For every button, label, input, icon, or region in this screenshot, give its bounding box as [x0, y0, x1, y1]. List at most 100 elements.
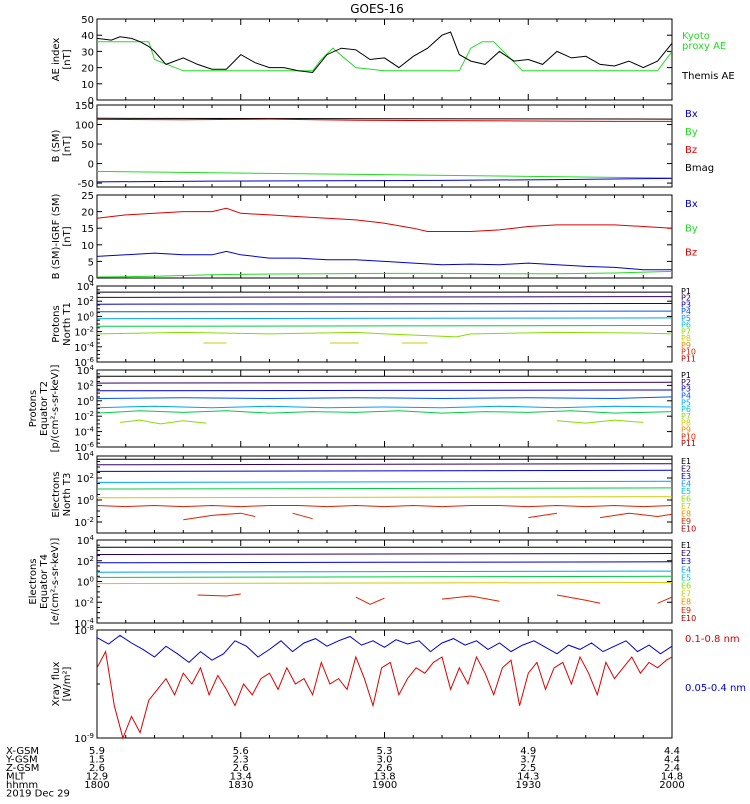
- y-axis-label: [W/m²]: [62, 666, 73, 701]
- legend-entry: P5: [681, 314, 691, 323]
- y-axis-label: [p/(cm²-s-sr-keV)]: [50, 365, 61, 453]
- y-axis-label: Protons: [51, 305, 62, 342]
- y-tick-label: 15: [81, 224, 94, 235]
- legend-entry: E3: [681, 472, 691, 481]
- legend-entry: P11: [681, 354, 696, 363]
- y-tick-label: 10-2: [74, 596, 94, 609]
- panel-frame: [96, 18, 673, 101]
- y-tick-label: 10-2: [74, 410, 94, 423]
- legend-entry: P7: [681, 327, 691, 336]
- y-tick-label: 20: [81, 208, 94, 219]
- y-axis-label: North T1: [62, 302, 73, 346]
- legend-entry: P3: [681, 300, 691, 309]
- x-row-value: 3.7: [520, 755, 536, 766]
- x-row-value: 5.6: [233, 746, 249, 757]
- legend-entry: E8: [681, 598, 691, 607]
- legend-entry: E10: [681, 614, 696, 623]
- y-axis-label: AE index: [51, 38, 62, 82]
- x-row-value: 1830: [228, 780, 253, 791]
- series-e5: [96, 487, 673, 490]
- series-e3: [96, 469, 673, 472]
- legend-entry: P10: [681, 348, 696, 357]
- x-row-label: Z-GSM: [6, 763, 39, 774]
- x-row-value: 2.4: [664, 763, 680, 774]
- y-tick-label: 40: [81, 31, 94, 42]
- x-row-value: 1.5: [89, 755, 105, 766]
- legend-entry: E3: [681, 557, 691, 566]
- legend-entry: P6: [681, 321, 691, 330]
- date-label: 2019 Dec 29: [6, 789, 70, 800]
- x-row-label: MLT: [6, 772, 26, 783]
- series-e3: [96, 561, 673, 564]
- series-e4: [96, 570, 673, 573]
- y-tick-label: 10: [81, 241, 94, 252]
- y-axis-label: Protons: [28, 390, 39, 427]
- x-row-value: 4.4: [664, 755, 680, 766]
- series-p7: [119, 419, 207, 425]
- series-themis-ae: [96, 31, 673, 74]
- y-tick-label: 102: [77, 555, 94, 568]
- x-row-value: 13.4: [230, 772, 252, 783]
- y-tick-label: 10-9: [74, 732, 94, 745]
- y-tick-label: 50: [81, 140, 94, 151]
- y-tick-label: 100: [77, 576, 94, 589]
- y-tick-label: 100: [77, 494, 94, 507]
- series-p4: [96, 310, 673, 313]
- x-row-value: 2.6: [377, 763, 393, 774]
- legend-entry: E5: [681, 573, 691, 582]
- legend-entry: P2: [681, 378, 691, 387]
- series-e8d: [600, 512, 673, 519]
- series-p6: [96, 325, 673, 327]
- y-axis-label: [nT]: [62, 136, 73, 156]
- y-tick-label: 0: [88, 96, 94, 107]
- series-e5: [96, 575, 673, 578]
- series-e7d: [556, 594, 601, 604]
- y-tick-label: 10-8: [74, 624, 94, 637]
- series-p6: [96, 410, 673, 414]
- series-p3: [96, 389, 673, 392]
- legend-entry: Kyoto: [682, 31, 710, 42]
- series-bmag: [96, 117, 673, 120]
- series-e7c: [441, 595, 500, 602]
- series-0-1-0-8-nm: [96, 650, 673, 740]
- series-e7: [197, 593, 241, 597]
- x-row-value: 4.4: [664, 746, 680, 757]
- x-row-value: 2000: [659, 780, 684, 791]
- y-tick-label: 10-2: [74, 516, 94, 529]
- legend-entry: Themis AE: [681, 71, 735, 82]
- x-row-value: 2.6: [233, 763, 249, 774]
- series-bz: [96, 207, 673, 232]
- y-tick-label: -50: [78, 179, 94, 190]
- legend-entry: E7: [681, 590, 691, 599]
- chart-title: GOES-16: [350, 2, 404, 16]
- legend-entry: P4: [681, 391, 691, 400]
- y-tick-label: 10: [81, 80, 94, 91]
- x-row-value: 2.3: [233, 755, 249, 766]
- series-e2: [96, 553, 673, 555]
- legend-entry: Bmag: [685, 163, 714, 174]
- legend-entry: By: [685, 223, 698, 234]
- legend-entry: P10: [681, 432, 696, 441]
- series-e7e: [657, 596, 673, 604]
- legend-entry: E1: [681, 541, 691, 550]
- legend-entry: P2: [681, 294, 691, 303]
- x-row-value: 14.3: [517, 772, 539, 783]
- legend-entry: P1: [681, 371, 691, 380]
- y-tick-label: 104: [77, 364, 95, 377]
- y-tick-label: 25: [81, 191, 94, 202]
- y-tick-label: 20: [81, 64, 94, 75]
- y-axis-label: Xray flux: [51, 662, 62, 707]
- y-tick-label: 10-4: [74, 341, 94, 354]
- series-p7: [96, 331, 673, 338]
- series-e6: [96, 582, 673, 585]
- x-row-value: 1800: [84, 780, 109, 791]
- legend-entry: E2: [681, 465, 691, 474]
- y-tick-label: 150: [75, 101, 94, 112]
- series-by: [96, 170, 673, 179]
- series-p5: [96, 317, 673, 320]
